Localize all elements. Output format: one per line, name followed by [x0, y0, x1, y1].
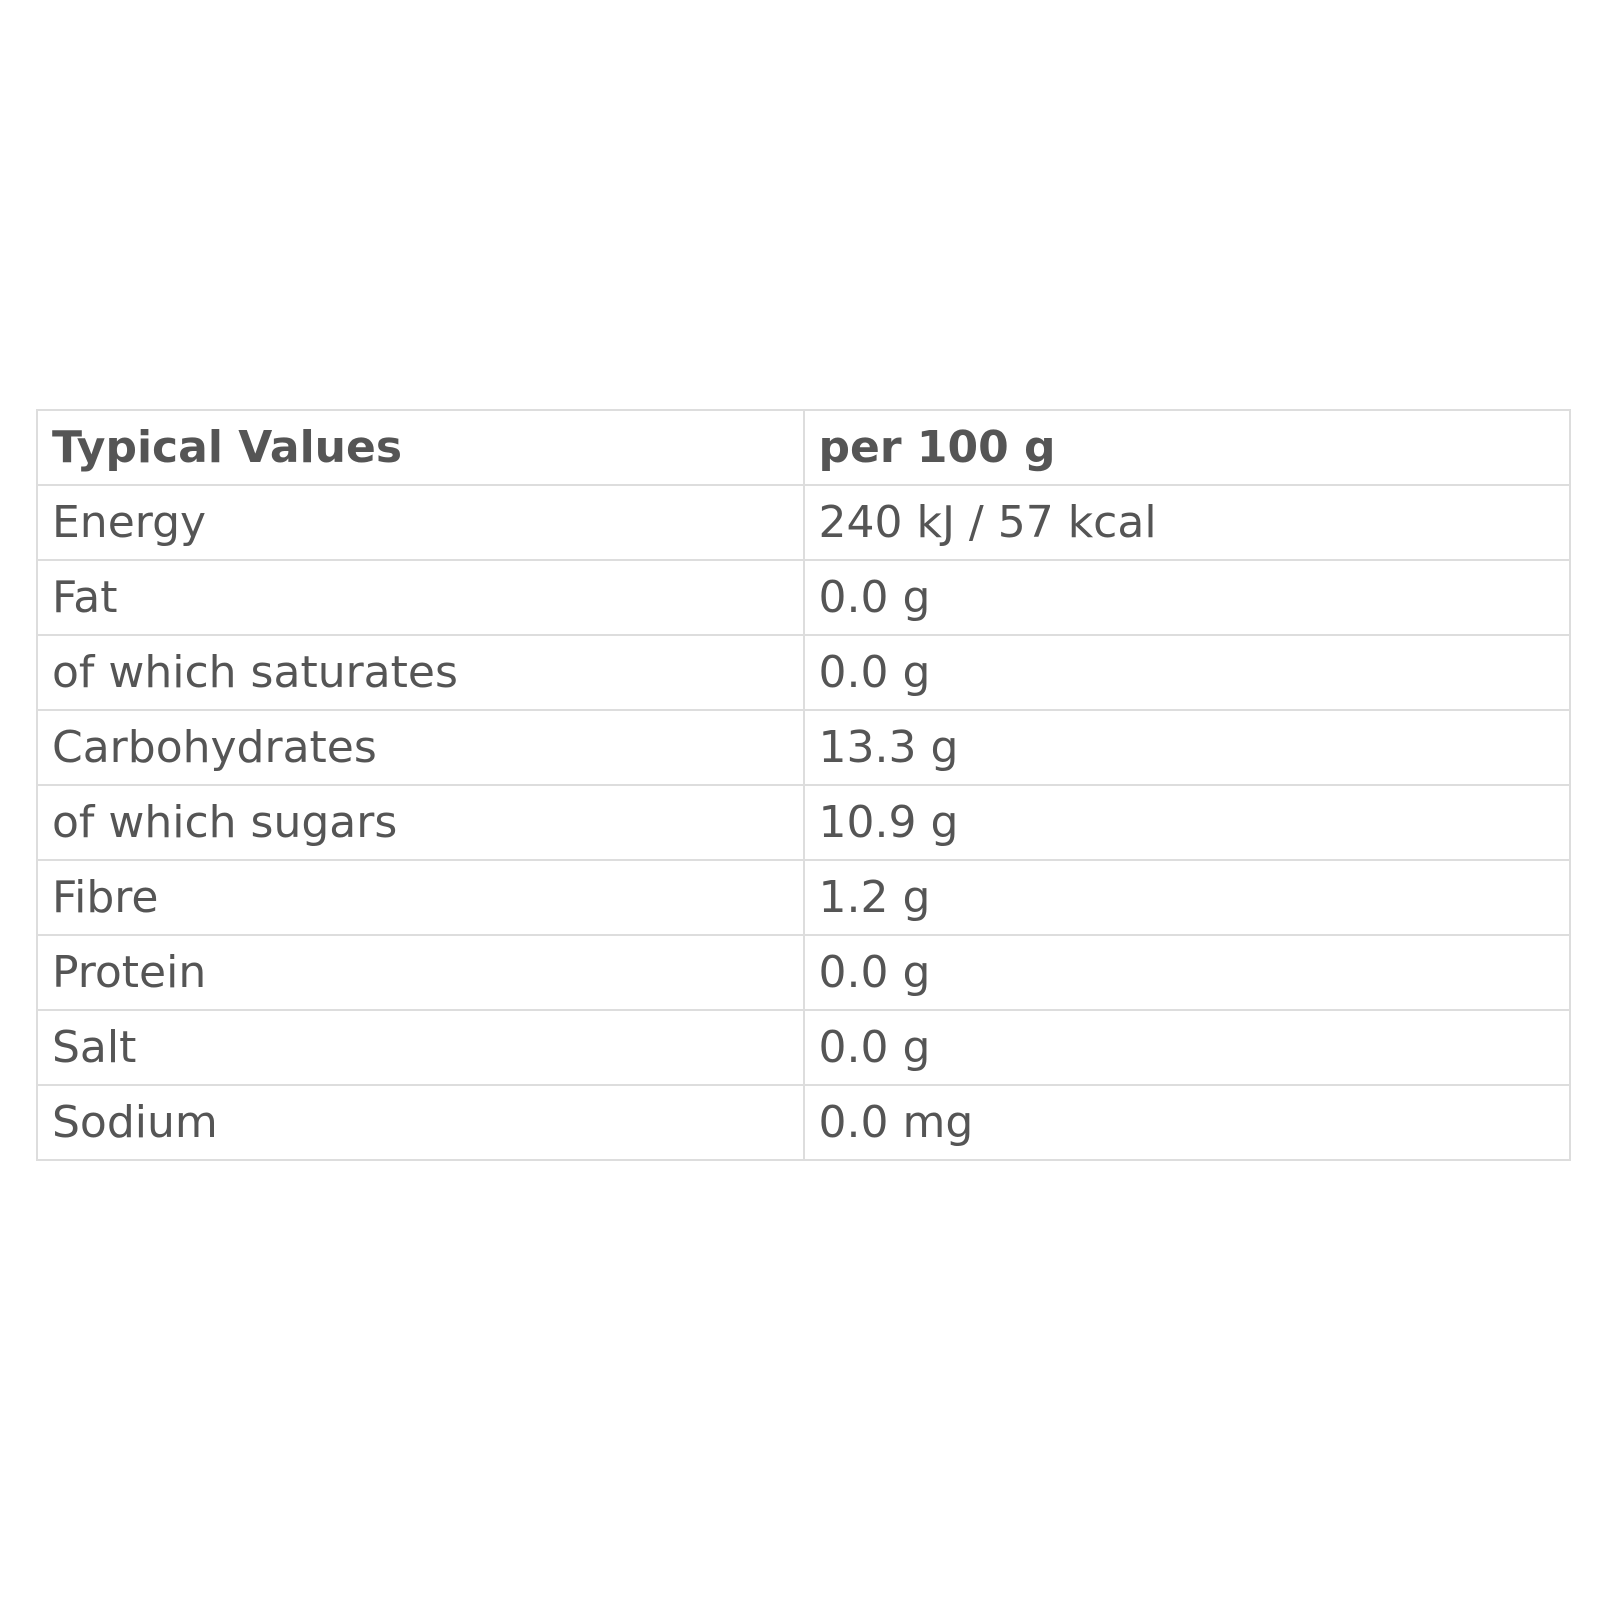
table-row: of which sugars 10.9 g: [36, 784, 1571, 861]
table-row: of which saturates 0.0 g: [36, 634, 1571, 711]
table-row: Carbohydrates 13.3 g: [36, 709, 1571, 786]
label-cell: Carbohydrates: [36, 709, 805, 786]
label-cell: of which sugars: [36, 784, 805, 861]
value-cell: 0.0 g: [802, 559, 1571, 636]
nutrition-table: Typical Values per 100 g Energy 240 kJ / …: [36, 409, 1571, 1161]
header-cell: per 100 g: [802, 409, 1571, 486]
label-cell: Fat: [36, 559, 805, 636]
label-cell: Salt: [36, 1009, 805, 1086]
value-cell: 0.0 g: [802, 934, 1571, 1011]
label-cell: Fibre: [36, 859, 805, 936]
value-cell: 0.0 mg: [802, 1084, 1571, 1161]
value-cell: 1.2 g: [802, 859, 1571, 936]
label-cell: Energy: [36, 484, 805, 561]
label-cell: Protein: [36, 934, 805, 1011]
value-cell: 0.0 g: [802, 1009, 1571, 1086]
table-row: Energy 240 kJ / 57 kcal: [36, 484, 1571, 561]
table-row: Salt 0.0 g: [36, 1009, 1571, 1086]
table-row: Fat 0.0 g: [36, 559, 1571, 636]
value-cell: 240 kJ / 57 kcal: [802, 484, 1571, 561]
table-row: Protein 0.0 g: [36, 934, 1571, 1011]
header-cell: Typical Values: [36, 409, 805, 486]
value-cell: 10.9 g: [802, 784, 1571, 861]
table-body: Energy 240 kJ / 57 kcal Fat 0.0 g of which s…: [36, 484, 1571, 1161]
table-row: Sodium 0.0 mg: [36, 1084, 1571, 1161]
value-cell: 0.0 g: [802, 634, 1571, 711]
label-cell: Sodium: [36, 1084, 805, 1161]
label-cell: of which saturates: [36, 634, 805, 711]
header-row: Typical Values per 100 g: [36, 409, 1571, 486]
value-cell: 13.3 g: [802, 709, 1571, 786]
table-row: Fibre 1.2 g: [36, 859, 1571, 936]
